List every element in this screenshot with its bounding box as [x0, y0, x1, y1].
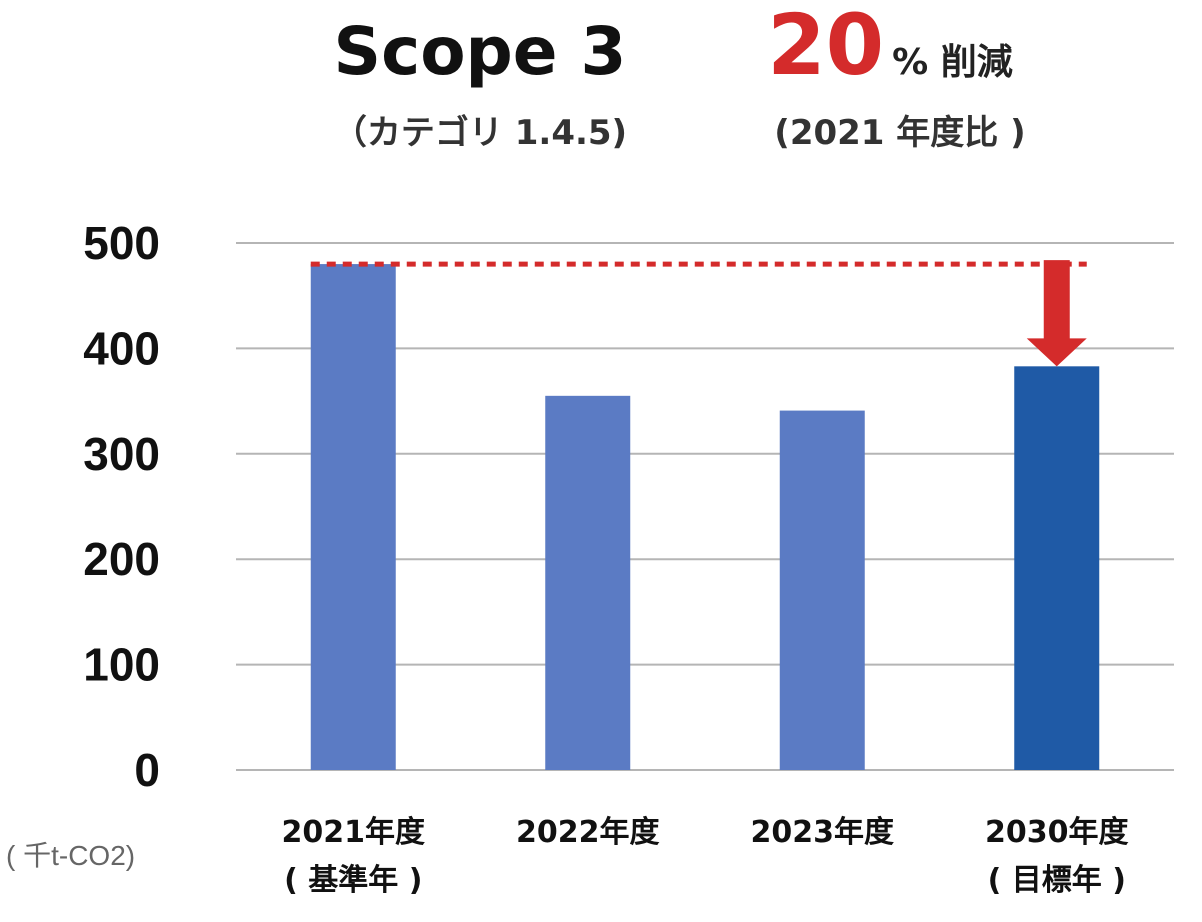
- x-tick-label: 2023年度: [751, 815, 895, 850]
- x-tick-label: 2022年度: [516, 815, 660, 850]
- y-tick-label: 500: [83, 217, 160, 269]
- reduction-annotation: [310, 260, 1087, 367]
- bar: [545, 395, 631, 770]
- reduction-baseline-note: (2021 年度比 ): [774, 113, 1026, 153]
- bar: [779, 410, 865, 770]
- unit-label: ( 千t-CO2): [6, 840, 136, 871]
- bar: [1014, 366, 1100, 770]
- reduction-percent: 20: [767, 0, 885, 94]
- reduction-arrow-icon: [1026, 260, 1087, 367]
- x-tick-label: ( 目標年 ): [988, 863, 1126, 898]
- bar: [310, 264, 396, 770]
- y-tick-label: 0: [134, 744, 160, 796]
- y-tick-label: 400: [83, 322, 160, 374]
- y-axis-ticks: 0 100 200 300 400 500: [83, 217, 160, 796]
- reduction-label: % 削減: [892, 42, 1013, 83]
- chart-title: Scope 3: [333, 13, 627, 90]
- x-axis-ticks: 2021年度 ( 基準年 ) 2022年度 2023年度 2030年度 ( 目標年 ): [282, 815, 1129, 898]
- y-tick-label: 100: [83, 639, 160, 691]
- x-tick-label: ( 基準年 ): [284, 863, 422, 898]
- y-tick-label: 200: [83, 533, 160, 585]
- bars: [310, 264, 1100, 770]
- x-tick-label: 2030年度: [985, 815, 1129, 850]
- chart-subtitle: （カテゴリ 1.4.5): [332, 113, 628, 153]
- reduction-target: 20% 削減: [700, 0, 1080, 114]
- x-tick-label: 2021年度: [282, 815, 426, 850]
- y-tick-label: 300: [83, 428, 160, 480]
